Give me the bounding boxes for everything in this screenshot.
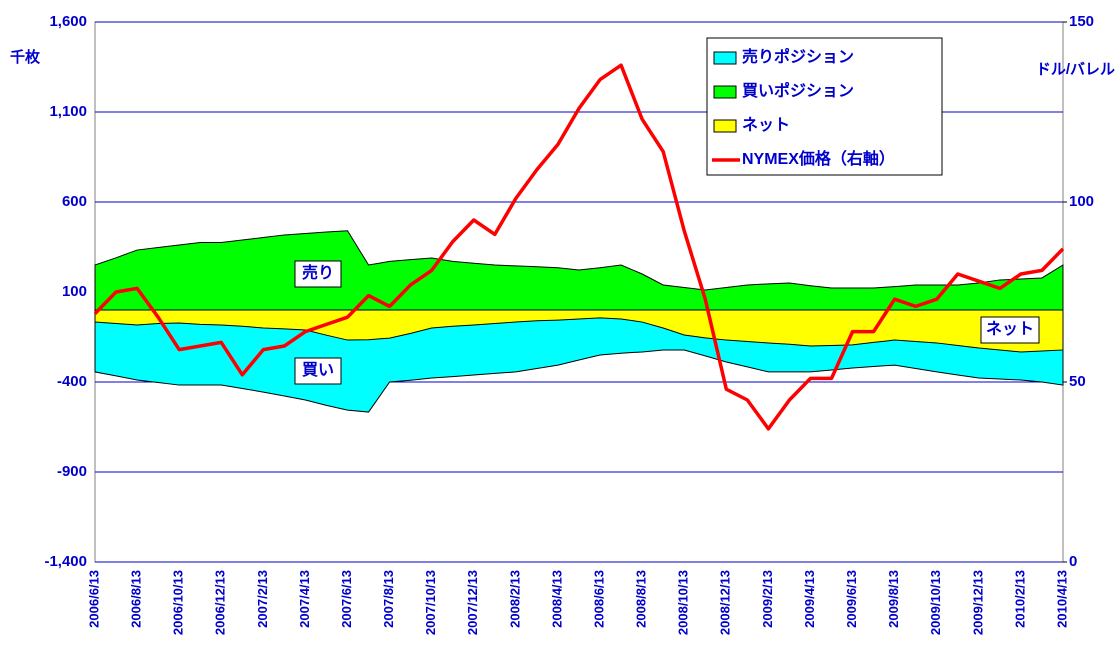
legend-label: 買いポジション — [742, 81, 854, 100]
annotation: ネット — [986, 320, 1034, 338]
x-tick-label: 2008/2/13 — [507, 570, 522, 628]
annotation-box — [980, 316, 1040, 344]
annotation-box — [294, 260, 342, 288]
y2-axis-label: ドル/バレル — [1036, 61, 1115, 78]
x-tick-label: 2008/10/13 — [676, 570, 691, 635]
annotation-box — [294, 357, 342, 385]
x-tick-label: 2009/8/13 — [886, 570, 901, 628]
x-tick-label: 2007/12/13 — [465, 570, 480, 635]
y2-tick-label: 150 — [1069, 13, 1094, 30]
y-tick-label: -400 — [57, 373, 87, 390]
annotation: 売り — [302, 263, 334, 282]
x-tick-label: 2007/10/13 — [423, 570, 438, 635]
area — [94, 230, 1064, 311]
x-tick-label: 2007/8/13 — [381, 570, 396, 628]
y-tick-label: 1,600 — [49, 13, 87, 30]
y2-tick-label: 0 — [1069, 553, 1077, 570]
legend-box — [706, 37, 943, 176]
y-tick-label: 600 — [62, 193, 87, 210]
y-tick-label: -900 — [57, 463, 87, 480]
x-tick-label: 2008/12/13 — [718, 570, 733, 635]
x-tick-label: 2006/6/13 — [86, 570, 101, 628]
x-tick-label: 2007/2/13 — [255, 570, 270, 628]
x-tick-label: 2010/4/13 — [1054, 570, 1069, 628]
x-tick-label: 2008/8/13 — [634, 570, 649, 628]
x-tick-label: 2009/6/13 — [844, 570, 859, 628]
x-tick-label: 2009/4/13 — [802, 570, 817, 628]
legend-swatch — [713, 51, 737, 65]
x-tick-label: 2006/8/13 — [129, 570, 144, 628]
annotation: 買い — [302, 361, 334, 379]
legend-label: ネット — [742, 116, 790, 134]
x-tick-label: 2009/12/13 — [970, 570, 985, 635]
legend-label: 売りポジション — [742, 47, 854, 66]
x-tick-label: 2010/2/13 — [1012, 570, 1027, 628]
x-tick-label: 2007/4/13 — [297, 570, 312, 628]
y2-tick-label: 100 — [1069, 193, 1094, 210]
x-tick-label: 2006/12/13 — [213, 570, 228, 635]
y2-tick-label: 50 — [1069, 373, 1086, 390]
x-tick-label: 2009/2/13 — [760, 570, 775, 628]
x-tick-label: 2006/10/13 — [171, 570, 186, 635]
price-line — [93, 63, 1065, 431]
y-tick-label: -1,400 — [44, 553, 87, 570]
y-tick-label: 100 — [62, 283, 87, 300]
x-tick-label: 2008/6/13 — [591, 570, 606, 628]
y-tick-label: 1,100 — [49, 103, 87, 120]
legend-swatch — [713, 119, 737, 133]
x-tick-label: 2007/6/13 — [339, 570, 354, 628]
x-tick-label: 2008/4/13 — [549, 570, 564, 628]
legend-label: NYMEX価格（右軸） — [742, 149, 895, 168]
x-tick-label: 2009/10/13 — [928, 570, 943, 635]
legend-swatch — [713, 85, 737, 99]
y-axis-label: 千枚 — [10, 48, 41, 66]
